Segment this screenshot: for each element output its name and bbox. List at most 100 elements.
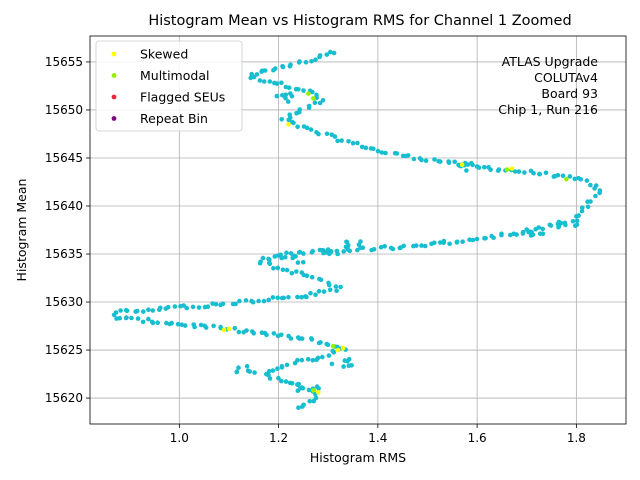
annotation-line-1: ATLAS Upgrade <box>502 54 599 69</box>
data-point <box>283 379 289 384</box>
data-point <box>146 307 151 313</box>
data-point <box>316 131 321 137</box>
data-point <box>286 295 291 300</box>
data-point <box>499 232 504 238</box>
data-point <box>279 80 284 86</box>
data-point <box>283 95 288 101</box>
data-point <box>236 329 242 335</box>
x-tick-label: 1.2 <box>269 431 288 445</box>
data-point <box>289 270 295 276</box>
y-tick-label: 15650 <box>45 103 83 117</box>
data-point <box>312 100 318 105</box>
data-point <box>300 404 305 409</box>
data-point <box>359 144 365 150</box>
data-point <box>257 260 263 266</box>
data-point-skewed <box>509 166 515 171</box>
data-point <box>316 289 322 294</box>
data-point-skewed <box>459 162 465 167</box>
legend-marker <box>111 94 117 100</box>
data-point <box>117 315 122 321</box>
data-point <box>314 357 319 363</box>
data-point <box>419 157 424 163</box>
data-point <box>585 204 591 210</box>
data-point <box>411 243 416 249</box>
data-point <box>284 267 290 273</box>
data-point <box>344 239 350 245</box>
data-point <box>279 255 285 261</box>
data-point <box>198 322 204 328</box>
data-point <box>574 214 579 219</box>
data-point <box>304 273 310 279</box>
data-point <box>328 248 333 254</box>
data-point <box>218 302 223 308</box>
data-point <box>271 331 277 336</box>
data-point <box>314 95 320 101</box>
data-point <box>363 145 369 151</box>
data-point <box>419 243 424 248</box>
legend: Skewed Multimodal Flagged SEUs Repeat Bin <box>95 40 243 132</box>
data-point <box>574 218 580 224</box>
data-point-skewed <box>221 327 227 333</box>
data-point <box>467 237 472 242</box>
data-point <box>464 168 469 173</box>
data-point <box>267 376 273 381</box>
data-point-multimodal <box>564 176 569 182</box>
data-point <box>172 304 178 309</box>
data-point <box>405 153 411 158</box>
data-point-multimodal <box>504 167 510 172</box>
data-point <box>210 301 215 306</box>
y-tick-label: 15655 <box>45 55 83 69</box>
y-axis-ticks: 15620 15625 15630 15635 15640 15645 15650 15655 <box>45 55 90 405</box>
data-point <box>272 254 278 259</box>
data-point <box>522 170 527 175</box>
data-point <box>346 356 352 362</box>
data-point <box>270 368 276 373</box>
data-point <box>379 150 385 155</box>
data-point <box>388 245 394 251</box>
data-point <box>118 308 123 313</box>
data-point <box>270 295 276 300</box>
data-point <box>309 59 314 64</box>
data-point <box>203 325 209 330</box>
data-point <box>295 124 300 130</box>
data-point <box>585 199 590 204</box>
data-point <box>237 298 242 304</box>
data-point <box>572 176 578 182</box>
data-point <box>324 131 330 137</box>
legend-label: Repeat Bin <box>140 111 208 126</box>
data-point <box>356 242 362 248</box>
legend-label: Multimodal <box>140 68 209 83</box>
data-point <box>301 88 306 93</box>
legend-marker <box>111 116 117 121</box>
data-point <box>324 52 330 57</box>
data-point <box>283 92 289 98</box>
data-point <box>133 309 138 314</box>
data-point <box>275 366 280 372</box>
data-point <box>141 309 146 314</box>
data-point <box>303 60 309 65</box>
chart-title: Histogram Mean vs Histogram RMS for Chan… <box>148 13 571 29</box>
data-point <box>292 360 298 366</box>
data-point <box>327 287 333 293</box>
data-point <box>331 350 337 355</box>
data-point <box>211 323 216 329</box>
data-point <box>326 282 332 288</box>
data-point <box>597 190 602 196</box>
data-point <box>304 125 310 131</box>
data-point <box>482 164 487 170</box>
legend-marker <box>111 51 117 57</box>
data-point <box>313 292 318 298</box>
data-point <box>310 357 316 363</box>
data-point <box>422 243 428 249</box>
data-point <box>308 127 314 132</box>
data-point-skewed <box>340 345 346 351</box>
annotation-line-2: COLUTAv4 <box>534 70 598 85</box>
data-point <box>527 229 533 234</box>
data-point <box>460 239 465 244</box>
data-point <box>124 315 129 320</box>
data-point <box>295 294 300 300</box>
data-point <box>489 233 495 239</box>
x-tick-label: 1.8 <box>567 431 586 445</box>
data-point <box>299 336 305 341</box>
data-point <box>271 67 276 73</box>
